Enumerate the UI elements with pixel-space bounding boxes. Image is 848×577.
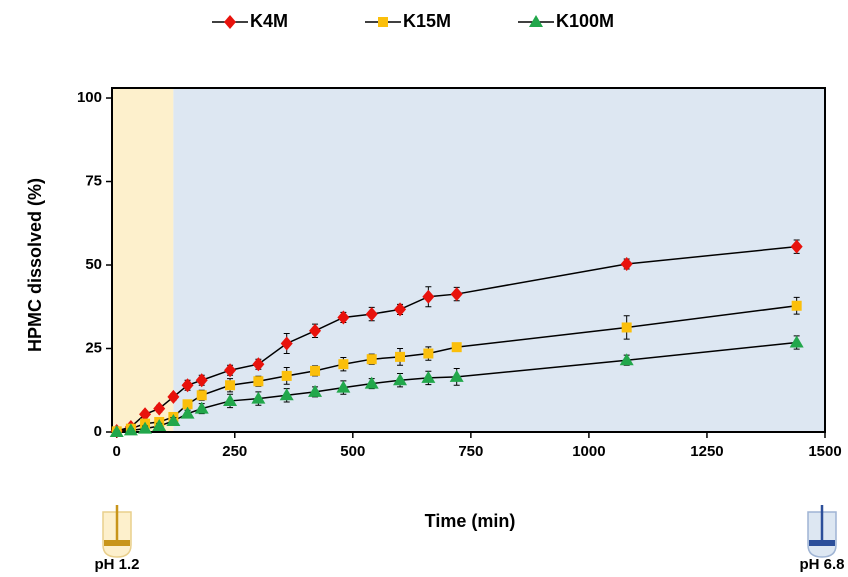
y-axis-title: HPMC dissolved (%) [25, 178, 45, 352]
x-tick-label: 0 [113, 443, 121, 460]
data-point [195, 373, 208, 388]
x-tick-label: 1000 [572, 443, 605, 460]
data-point [364, 376, 379, 389]
data-point [152, 418, 167, 431]
phase-label: pH 1.2 [94, 556, 139, 573]
x-axis-title: Time (min) [425, 511, 516, 531]
plot-frame [111, 87, 826, 433]
data-point [180, 406, 195, 419]
data-point [394, 302, 407, 317]
x-tick-label: 1250 [690, 443, 723, 460]
data-point [280, 336, 293, 351]
data-point [223, 393, 238, 406]
legend-marker [529, 15, 543, 27]
data-point [365, 307, 378, 322]
data-point [153, 401, 166, 416]
data-point [423, 348, 434, 359]
data-point [310, 365, 321, 376]
data-point [308, 384, 323, 397]
y-tick-label: 0 [94, 423, 102, 440]
data-point [123, 423, 138, 436]
data-point [167, 389, 180, 404]
data-point [789, 335, 804, 348]
data-point [109, 425, 124, 437]
data-point [791, 300, 802, 311]
data-point [252, 357, 265, 372]
y-tick-label: 25 [85, 339, 102, 356]
data-point [253, 376, 264, 387]
data-point [790, 239, 803, 254]
data-point [181, 378, 194, 393]
data-point [139, 407, 152, 422]
x-tick-label: 1500 [808, 443, 841, 460]
data-point [251, 391, 266, 404]
data-point [620, 257, 633, 272]
data-point [224, 363, 237, 378]
shaded-region [173, 88, 826, 432]
data-point [281, 370, 292, 381]
phase-label: pH 6.8 [799, 556, 844, 573]
neutral-beaker-icon [807, 505, 837, 558]
data-point [138, 421, 153, 434]
data-point [225, 380, 236, 391]
legend-marker [378, 17, 388, 27]
data-point [450, 287, 463, 302]
data-point [449, 369, 464, 382]
legend-label: K100M [556, 11, 614, 31]
data-point [279, 388, 294, 401]
data-point [194, 401, 209, 414]
data-point [395, 351, 406, 362]
x-tick-label: 750 [458, 443, 483, 460]
shaded-region [112, 88, 174, 432]
data-point [621, 322, 632, 333]
data-point [336, 380, 351, 393]
data-point [619, 353, 634, 366]
acid-beaker-icon [102, 505, 132, 558]
legend-label: K4M [250, 11, 288, 31]
data-point [338, 359, 349, 370]
data-point [166, 413, 181, 426]
x-tick-label: 250 [222, 443, 247, 460]
y-tick-label: 75 [85, 172, 102, 189]
y-tick-label: 50 [85, 256, 102, 273]
data-point [422, 289, 435, 304]
data-point [196, 390, 207, 401]
data-point [366, 354, 377, 365]
data-point [337, 310, 350, 325]
y-tick-label: 100 [77, 89, 102, 106]
legend-marker [224, 15, 236, 29]
legend-label: K15M [403, 11, 451, 31]
data-point [182, 399, 193, 410]
data-point [393, 373, 408, 386]
data-point [309, 323, 322, 338]
data-point [421, 370, 436, 383]
data-point [451, 342, 462, 353]
x-tick-label: 500 [340, 443, 365, 460]
